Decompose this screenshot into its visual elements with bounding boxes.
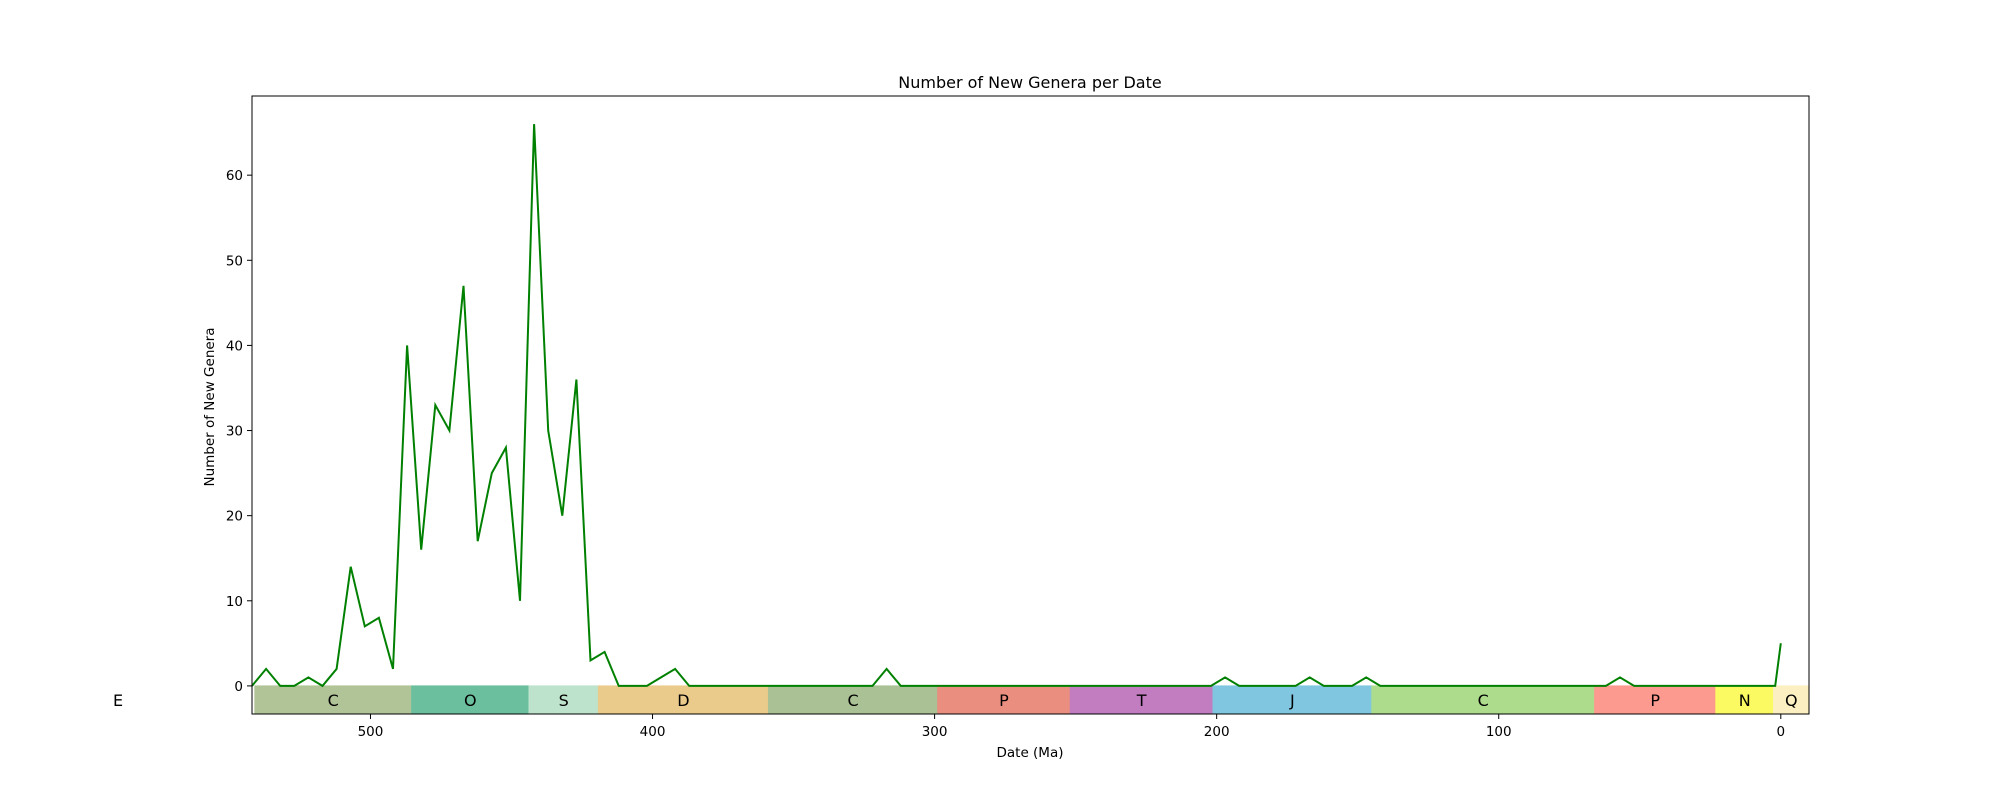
x-tick-label: 300	[922, 724, 948, 740]
plot-frame	[251, 95, 1810, 715]
y-tick-label: 50	[226, 253, 243, 269]
x-axis-label: Date (Ma)	[996, 745, 1063, 761]
y-tick-label: 40	[226, 338, 243, 354]
period-label: P	[999, 691, 1009, 710]
period-label: C	[1478, 691, 1489, 710]
period-band	[937, 685, 1071, 715]
period-label: Q	[1785, 691, 1798, 710]
period-band	[1773, 685, 1810, 715]
y-tick-label: 60	[226, 168, 243, 184]
x-tick-label: 0	[1776, 724, 1785, 740]
period-label: N	[1739, 691, 1751, 710]
series-line	[251, 124, 1782, 688]
period-band	[411, 685, 530, 715]
period-label: C	[847, 691, 858, 710]
chart-title: Number of New Genera per Date	[898, 73, 1161, 92]
y-tick-label: 0	[234, 679, 243, 695]
period-label: T	[1136, 691, 1147, 710]
x-tick-label: 100	[1486, 724, 1512, 740]
period-band	[1212, 685, 1373, 715]
period-label: C	[328, 691, 339, 710]
x-tick-label: 500	[358, 724, 384, 740]
period-band	[254, 685, 413, 715]
x-tick-label: 400	[640, 724, 666, 740]
x-tick-label: 200	[1204, 724, 1230, 740]
y-tick-label: 30	[226, 424, 243, 440]
series-layer	[251, 124, 1782, 688]
y-axis-label: Number of New Genera	[202, 327, 218, 486]
period-label: P	[1650, 691, 1660, 710]
period-label: E	[113, 691, 123, 710]
y-tick-label: 10	[226, 594, 243, 610]
y-tick-label: 20	[226, 509, 243, 525]
period-label: S	[559, 691, 569, 710]
period-label: O	[464, 691, 477, 710]
period-label: D	[677, 691, 689, 710]
period-label: J	[1289, 691, 1295, 710]
axis-ticks: 500 400 300 200 100 0 0 10 20 30 40 50 60	[226, 168, 1785, 740]
period-band	[1594, 685, 1717, 715]
